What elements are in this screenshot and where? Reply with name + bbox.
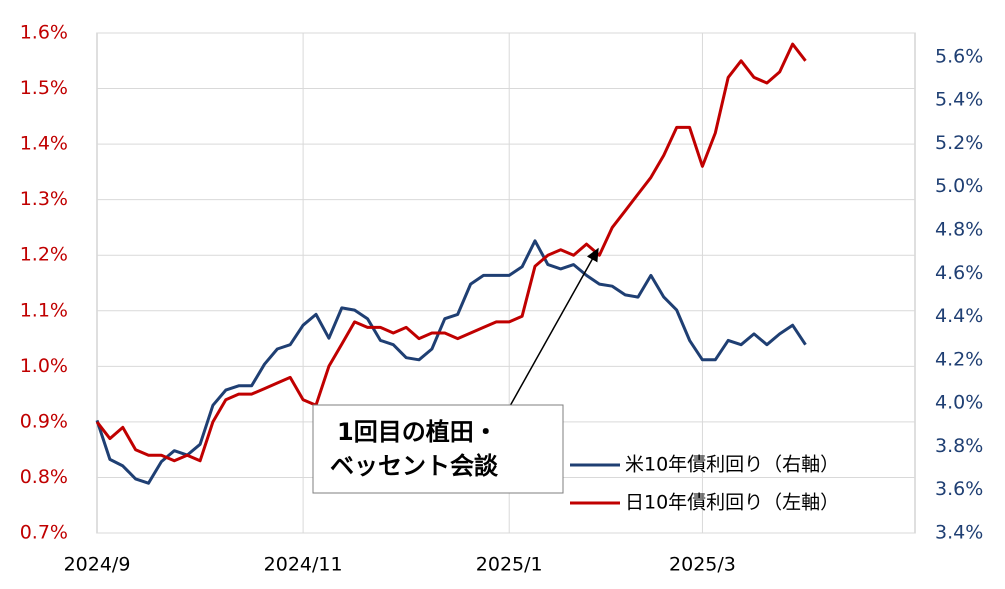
y2-tick-label: 4.6% — [935, 262, 983, 284]
annotation-text: ベッセント会談 — [330, 452, 499, 480]
y2-tick-label: 4.2% — [935, 348, 983, 370]
y2-tick-label: 3.6% — [935, 478, 983, 500]
y2-tick-label: 4.4% — [935, 305, 983, 327]
y2-tick-label: 3.8% — [935, 435, 983, 457]
y2-tick-label: 5.2% — [935, 132, 983, 154]
grid — [97, 32, 915, 534]
y2-tick-label: 4.8% — [935, 218, 983, 240]
y-tick-label: 0.9% — [20, 410, 68, 432]
x-tick-label: 2025/1 — [476, 554, 543, 576]
y-tick-label: 1.5% — [20, 77, 68, 99]
y-tick-label: 1.6% — [20, 22, 68, 44]
x-tick-label: 2025/3 — [669, 554, 736, 576]
y-tick-label: 1.0% — [20, 355, 68, 377]
y2-tick-label: 5.6% — [935, 45, 983, 67]
y-tick-label: 0.8% — [20, 466, 68, 488]
y2-tick-label: 4.0% — [935, 392, 983, 414]
series-line — [95, 239, 807, 485]
annotation-box — [312, 404, 564, 494]
x-tick-label: 2024/11 — [264, 554, 343, 576]
y2-tick-label: 5.0% — [935, 175, 983, 197]
y-tick-label: 1.1% — [20, 299, 68, 321]
annotation-arrow — [509, 247, 599, 407]
y-tick-label: 1.3% — [20, 188, 68, 210]
legend-label: 日10年債利回り（左軸） — [625, 492, 839, 514]
y-tick-label: 1.2% — [20, 244, 68, 266]
y-tick-label: 0.7% — [20, 522, 68, 544]
y2-tick-label: 3.4% — [935, 522, 983, 544]
series-line — [95, 42, 807, 463]
y2-tick-label: 5.4% — [935, 89, 983, 111]
x-tick-label: 2024/9 — [64, 554, 131, 576]
annotation-text: 1回目の植田・ — [337, 418, 498, 446]
lines — [95, 42, 807, 485]
legend-label: 米10年債利回り（右軸） — [625, 454, 839, 476]
y-tick-label: 1.4% — [20, 133, 68, 155]
